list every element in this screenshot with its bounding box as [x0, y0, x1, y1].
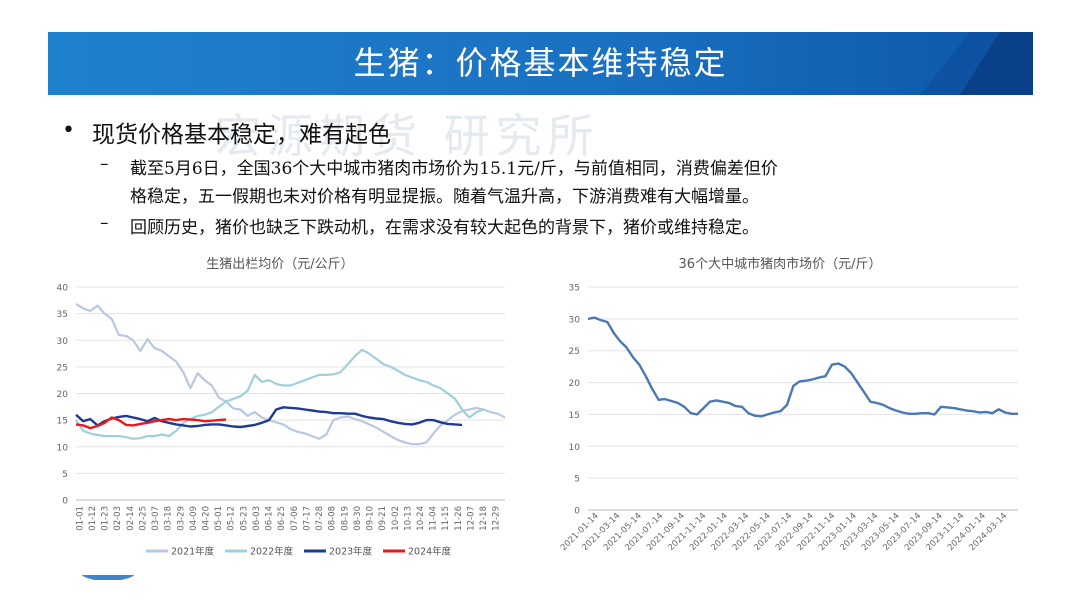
x-tick-label: 04-20 — [201, 506, 211, 531]
x-tick-label: 2024-01-14 — [946, 511, 988, 553]
x-tick-label: 03-07 — [151, 506, 161, 531]
x-tick-label: 05-23 — [239, 506, 249, 531]
sub-bullet-1-line-2: 格稳定，五一假期也未对价格有明显提振。随着气温升高，下游消费难有大幅增量。 — [130, 187, 759, 207]
x-tick-label: 11-15 — [441, 506, 451, 531]
x-tick-label: 12-18 — [479, 506, 489, 531]
sub-bullet-dash: – — [100, 213, 109, 233]
legend-label: 2022年度 — [250, 546, 294, 558]
x-tick-label: 2021-01-14 — [559, 511, 601, 553]
legend-label: 2021年度 — [171, 546, 215, 558]
x-tick-label: 11-26 — [454, 506, 464, 531]
x-tick-label: 10-13 — [403, 506, 413, 531]
legend-label: 2024年度 — [408, 546, 452, 558]
x-tick-label: 2023-05-14 — [860, 511, 902, 553]
bullet-heading: 现货价格基本稳定，难有起色 — [92, 122, 391, 148]
x-tick-label: 2023-09-14 — [903, 511, 945, 553]
y-tick-label: 10 — [569, 443, 581, 453]
series-line-2024年度 — [75, 416, 227, 430]
y-tick-label: 40 — [57, 284, 69, 294]
watermark: 宏源期货 研究所 — [215, 109, 600, 163]
x-tick-label: 04-09 — [189, 506, 199, 531]
series-line-2021年度 — [75, 303, 506, 446]
x-tick-label: 07-06 — [290, 506, 300, 531]
legend-label: 2023年度 — [329, 546, 373, 558]
x-tick-label: 02-03 — [113, 506, 123, 531]
y-tick-label: 15 — [569, 411, 580, 421]
sub-bullet-1-line-1: 截至5月6日，全国36个大中城市猪肉市场价为15.1元/斤，与前值相同，消费偏差… — [130, 159, 778, 179]
x-tick-label: 06-03 — [252, 506, 262, 531]
x-tick-label: 10-02 — [391, 506, 401, 531]
x-tick-label: 2021-11-14 — [666, 511, 708, 553]
y-tick-label: 5 — [574, 475, 580, 485]
x-tick-label: 07-28 — [315, 506, 325, 531]
y-tick-label: 10 — [57, 443, 69, 453]
x-tick-label: 09-21 — [378, 506, 388, 531]
bullet-dot: • — [62, 118, 75, 143]
x-tick-label: 2022-05-14 — [731, 511, 773, 553]
x-tick-label: 2023-11-14 — [924, 511, 966, 553]
chart-hog-price-background — [52, 248, 510, 575]
chart-city-pork-price-background — [555, 248, 1030, 588]
x-tick-label: 09-10 — [366, 506, 376, 531]
x-tick-label: 07-17 — [302, 506, 312, 531]
x-tick-label: 05-01 — [214, 506, 224, 531]
y-tick-label: 0 — [62, 497, 68, 507]
title-bar — [48, 32, 1033, 95]
x-tick-label: 2023-01-14 — [817, 511, 859, 553]
x-tick-label: 01-12 — [88, 506, 98, 531]
y-tick-label: 20 — [569, 379, 581, 389]
y-tick-label: 25 — [57, 363, 68, 373]
x-tick-label: 2023-07-14 — [881, 511, 923, 553]
y-tick-label: 5 — [62, 470, 68, 480]
sub-bullet-dash: – — [100, 154, 109, 174]
series-line-2022年度 — [75, 348, 484, 440]
x-tick-label: 2021-07-14 — [623, 511, 665, 553]
x-tick-label: 08-08 — [328, 506, 338, 531]
title-bar-decoration — [920, 32, 1033, 95]
y-tick-label: 35 — [57, 310, 68, 320]
x-tick-label: 06-14 — [265, 506, 275, 531]
y-tick-label: 20 — [57, 390, 69, 400]
x-tick-label: 2021-05-14 — [602, 511, 644, 553]
x-tick-label: 03-29 — [176, 506, 186, 531]
x-tick-label: 12-29 — [492, 506, 502, 531]
x-tick-label: 2021-03-14 — [580, 511, 622, 553]
x-tick-label: 06-25 — [277, 506, 287, 531]
x-tick-label: 05-12 — [227, 506, 237, 531]
y-tick-label: 15 — [57, 417, 68, 427]
series-line-2023年度 — [75, 406, 463, 429]
logo-icon — [80, 563, 136, 580]
x-tick-label: 2024-03-14 — [967, 511, 1009, 553]
x-tick-label: 08-30 — [353, 506, 363, 531]
x-tick-label: 2022-01-14 — [688, 511, 730, 553]
x-tick-label: 01-23 — [101, 506, 111, 531]
y-tick-label: 25 — [569, 347, 580, 357]
x-tick-label: 02-14 — [126, 506, 136, 531]
y-tick-label: 35 — [569, 284, 580, 294]
x-tick-label: 11-04 — [429, 506, 439, 531]
x-tick-label: 2023-03-14 — [838, 511, 880, 553]
x-tick-label: 2022-03-14 — [709, 511, 751, 553]
y-tick-label: 0 — [574, 507, 580, 517]
logo-text: HONGYUAN FUTURES — [150, 559, 322, 574]
x-tick-label: 2022-11-14 — [795, 511, 837, 553]
x-tick-label: 08-19 — [340, 506, 350, 531]
x-tick-label: 2022-07-14 — [752, 511, 794, 553]
x-tick-label: 2021-09-14 — [645, 511, 687, 553]
chart-city-pork-price-title: 36个大中城市猪肉市场价（元/斤） — [679, 256, 882, 272]
x-tick-label: 12-07 — [466, 506, 476, 531]
x-tick-label: 03-18 — [164, 506, 174, 531]
x-tick-label: 01-01 — [75, 506, 85, 531]
series-line-price — [587, 316, 1018, 418]
x-tick-label: 2022-09-14 — [774, 511, 816, 553]
y-tick-label: 30 — [569, 315, 581, 325]
sub-bullet-2: 回顾历史，猪价也缺乏下跌动机，在需求没有较大起色的背景下，猪价或维持稳定。 — [130, 218, 759, 238]
x-tick-label: 10-24 — [416, 506, 426, 531]
page-title: 生猪：价格基本维持稳定 — [353, 44, 728, 82]
chart-hog-price-title: 生猪出栏均价（元/公斤） — [206, 257, 353, 272]
y-tick-label: 30 — [57, 337, 69, 347]
x-tick-label: 02-25 — [138, 506, 148, 531]
